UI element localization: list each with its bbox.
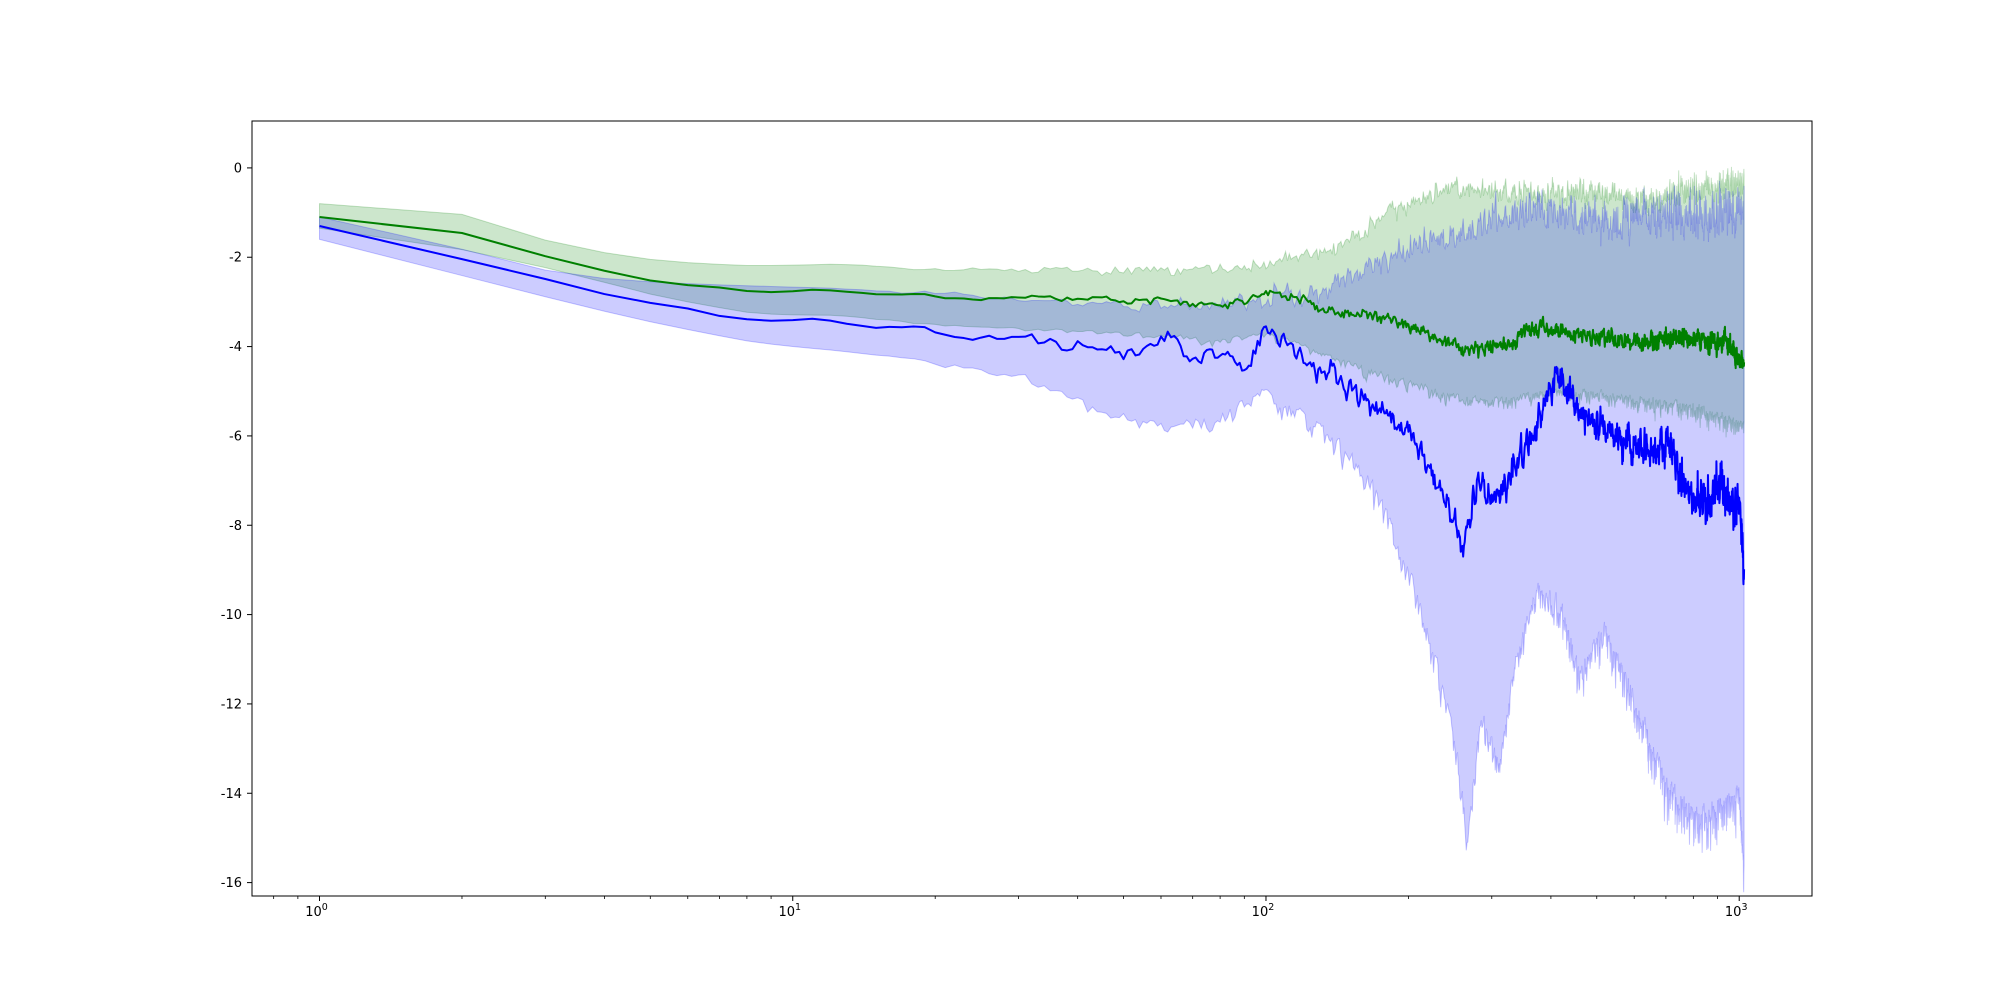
y-tick-label: 0 — [234, 161, 242, 176]
y-tick-label: -8 — [229, 519, 242, 534]
series-1-band — [319, 166, 1745, 438]
axes-frame — [251, 120, 1813, 897]
y-tick-label: -14 — [221, 787, 242, 802]
x-tick-label: 102 — [1252, 902, 1275, 920]
y-axis: 0 -2 -4 -6 -8 -10 -12 -14 -16 — [221, 161, 252, 891]
y-tick-label: -4 — [229, 340, 242, 355]
y-tick-label: -2 — [229, 251, 242, 266]
y-tick-label: -6 — [229, 429, 242, 444]
series-2-band — [319, 180, 1745, 893]
series-1-line — [319, 216, 1746, 370]
y-tick-label: -10 — [221, 608, 242, 623]
y-tick-label: -16 — [221, 876, 242, 891]
x-tick-label: 101 — [778, 902, 801, 920]
series-2-line — [319, 224, 1746, 586]
x-tick-label: 100 — [305, 902, 328, 920]
x-axis: 100 101 102 103 — [273, 896, 1748, 920]
plot-area — [319, 166, 1746, 893]
y-tick-label: -12 — [221, 697, 242, 712]
x-tick-label: 103 — [1725, 902, 1748, 920]
